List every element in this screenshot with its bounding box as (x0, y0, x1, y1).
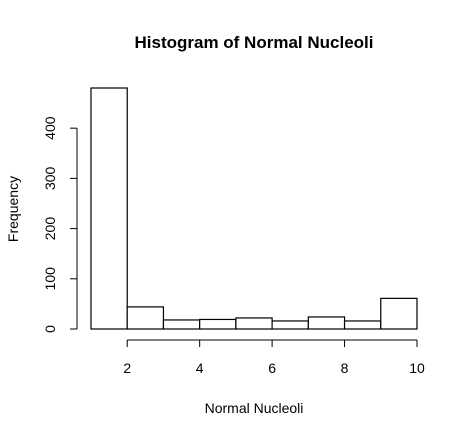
y-tick-label: 0 (42, 325, 58, 333)
histogram-bar (343, 320, 382, 330)
chart-title: Histogram of Normal Nucleoli (135, 33, 374, 52)
x-tick-label: 6 (268, 360, 276, 376)
histogram-bar (199, 318, 237, 330)
x-tick-label: 10 (409, 360, 425, 376)
y-tick-label: 200 (42, 217, 58, 241)
histogram-bar (271, 320, 309, 330)
y-tick-label: 400 (42, 116, 58, 140)
histogram-bar (307, 316, 346, 330)
histogram-bar (380, 297, 418, 330)
x-axis: 2 4 6 8 10 (123, 339, 425, 376)
histogram-bar (126, 306, 165, 330)
y-axis-label: Frequency (5, 176, 21, 242)
histogram-bar (90, 87, 128, 330)
y-tick-label: 100 (42, 267, 58, 291)
y-tick-label: 300 (42, 166, 58, 190)
x-tick-label: 8 (341, 360, 349, 376)
histogram-bar (162, 319, 201, 330)
histogram-bar (235, 317, 273, 330)
y-axis: 0 100 200 300 400 (42, 116, 78, 333)
x-axis-label: Normal Nucleoli (205, 400, 304, 416)
bars-group (90, 87, 418, 330)
x-tick-label: 4 (196, 360, 204, 376)
x-tick-label: 2 (123, 360, 131, 376)
